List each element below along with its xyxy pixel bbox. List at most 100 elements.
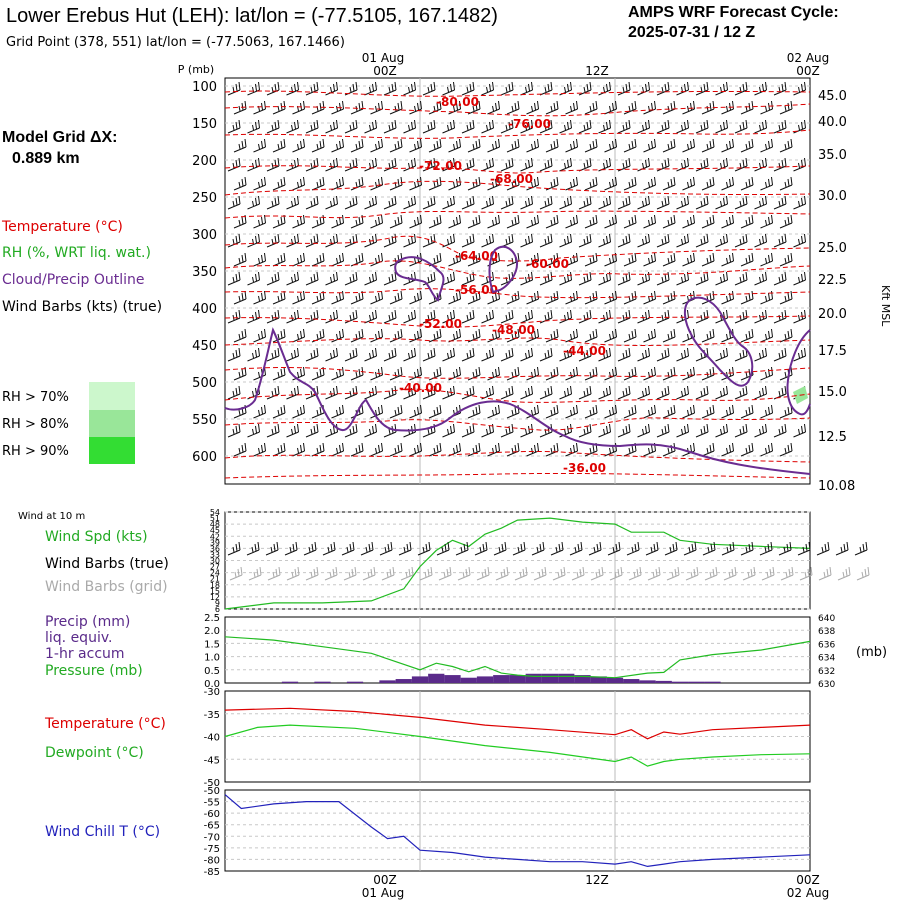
surface-wind-barb-grid: [343, 566, 357, 581]
wind-barb: [701, 442, 715, 457]
wind-barb: [272, 404, 286, 419]
precip-bar: [688, 681, 705, 683]
temp-tick: -30: [204, 687, 220, 698]
wind-barb: [305, 119, 319, 134]
wind-barb: [584, 138, 598, 153]
wind-barb: [233, 252, 247, 267]
wind-barb: [311, 100, 325, 115]
wind-barb: [715, 195, 728, 210]
wind-barb: [715, 119, 728, 134]
wind-barb: [331, 442, 344, 457]
precip-plot: 0.0 0.5 1.0 1.5 2.0 2.5 630 632 634 636 638 640: [204, 613, 835, 690]
wind-barb: [286, 119, 299, 134]
wind-barb: [370, 214, 383, 229]
cycle-value: 2025-07-31 / 12 Z: [628, 24, 755, 41]
wind-barb: [623, 100, 637, 115]
wind-barb: [565, 214, 578, 229]
surface-wind-barb-true: [417, 541, 431, 556]
legend-temp: Temperature (°C): [44, 716, 166, 732]
surface-wind-barb-true: [531, 541, 545, 556]
wind-barb: [578, 385, 592, 400]
wind-barb: [656, 195, 670, 210]
contour-label: -72.00: [419, 159, 462, 173]
rh-legend: RH > 70% RH > 80% RH > 90%: [2, 382, 135, 464]
wind-barb: [584, 328, 598, 343]
wind-barb: [409, 138, 422, 153]
wind-barb: [292, 328, 305, 343]
surface-wind-barb-grid: [647, 566, 661, 581]
temp-tick: -50: [204, 778, 220, 789]
wind-tick: 30: [210, 557, 220, 566]
wind-barb: [779, 252, 793, 267]
wind-barb: [676, 347, 689, 362]
wind-barb: [389, 442, 403, 457]
surface-wind-barb-grid: [533, 566, 547, 581]
wind-barb: [721, 404, 734, 419]
precip-bar: [704, 681, 721, 683]
wind-barb: [598, 347, 611, 362]
wind-barb: [292, 176, 305, 191]
precip-tick: 2.5: [204, 613, 220, 624]
precip-tick: 2.0: [204, 626, 220, 637]
wind-barb: [286, 423, 299, 438]
surface-wind-barb-grid: [305, 566, 319, 581]
precip-bar: [590, 676, 607, 683]
wind-barb: [578, 423, 592, 438]
wind-barb: [773, 81, 787, 96]
wind-barb: [793, 423, 806, 438]
wind-tick: 36: [210, 544, 220, 553]
height-tick: 25.0: [818, 241, 847, 256]
wind-barb: [272, 214, 286, 229]
surface-wind-barb-true: [284, 541, 298, 556]
wind-barb: [623, 404, 637, 419]
wind-barb: [305, 423, 319, 438]
wind-barb: [461, 385, 475, 400]
wind-barb: [461, 271, 475, 286]
cloud-outline: [488, 245, 519, 294]
wind-panel-label: Wind at 10 m: [18, 511, 85, 522]
wind-barb: [383, 157, 397, 172]
wind-barb: [422, 347, 436, 362]
precip-bar: [493, 675, 510, 683]
legend-windchill: Wind Chill T (°C): [45, 824, 160, 840]
wind-barb: [442, 81, 455, 96]
wind-barb: [247, 119, 260, 134]
wind-barb: [715, 271, 728, 286]
wind-barb: [233, 328, 247, 343]
pressure-tick: 600: [192, 450, 217, 465]
wind-barb: [409, 290, 422, 305]
legend-temperature: Temperature (°C): [1, 219, 123, 235]
precip-bar: [655, 680, 672, 683]
height-tick-labels: 45.0 40.0 35.0 30.0 25.0 22.5 20.0 17.5 15.0 12.5…: [818, 89, 855, 494]
wind-barb: [344, 423, 358, 438]
wind-barb: [344, 271, 358, 286]
wind-barb: [662, 214, 676, 229]
wind-barb: [623, 138, 637, 153]
pressure-tick: 400: [192, 302, 217, 317]
wind-barb: [617, 233, 631, 248]
wind-barb: [604, 328, 617, 343]
precip-bar: [558, 673, 575, 683]
height-tick: 45.0: [818, 89, 847, 104]
wind-barb: [286, 271, 299, 286]
wind-barb: [344, 309, 358, 324]
wind-barb: [227, 195, 241, 210]
wind-barb: [403, 81, 416, 96]
wind-barb: [461, 309, 475, 324]
wind-barb: [656, 309, 670, 324]
wind-speed-line: [224, 517, 811, 610]
wind-barb: [272, 442, 286, 457]
legend-pressure: Pressure (mb): [45, 663, 143, 679]
wind-barb: [740, 290, 754, 305]
wind-barb: [656, 81, 670, 96]
wind-barb: [364, 347, 377, 362]
temperature-contours: [224, 90, 811, 479]
wind-barb: [266, 423, 280, 438]
wind-barb: [500, 385, 514, 400]
wind-barb: [409, 366, 422, 381]
wind-barb: [428, 214, 442, 229]
wind-barb: [311, 328, 325, 343]
wind-barb: [442, 347, 455, 362]
wind-barb: [676, 385, 689, 400]
